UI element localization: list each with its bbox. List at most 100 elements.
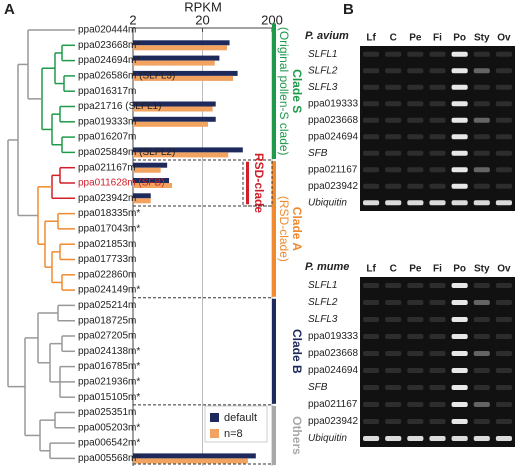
x-tick-label: 200 (261, 12, 283, 27)
band (495, 334, 512, 339)
band (495, 436, 512, 441)
category-label: ppa020444m (78, 25, 136, 36)
band (385, 68, 402, 74)
bar (133, 116, 216, 122)
band (473, 150, 490, 156)
band (385, 200, 402, 206)
band (451, 300, 468, 305)
band (495, 317, 512, 322)
category-label: ppa017043m* (78, 224, 140, 235)
clade-bar (272, 405, 276, 466)
band (429, 68, 446, 74)
band (385, 134, 402, 140)
band (473, 68, 490, 74)
bar (133, 106, 213, 112)
band (451, 68, 468, 74)
band (473, 200, 490, 206)
gel-image (360, 277, 515, 447)
band (429, 283, 446, 288)
band (429, 385, 446, 390)
band (451, 385, 468, 390)
clade-label: (Original pollen-S clade) (277, 27, 291, 156)
band (451, 101, 468, 107)
band (473, 351, 490, 356)
band (495, 283, 512, 288)
category-label: ppa023942m (78, 193, 136, 204)
species-label: P. mume (305, 261, 349, 273)
band (473, 402, 490, 407)
band (473, 117, 490, 123)
band (429, 101, 446, 107)
band (495, 402, 512, 407)
clade-label: Clade A (290, 207, 304, 252)
category-label: ppa005568m* (78, 453, 140, 464)
band (385, 283, 402, 288)
category-label: ppa006542m* (78, 438, 140, 449)
category-label: ppa025849m (SLFL2) (78, 147, 175, 158)
lane-label: C (390, 264, 397, 275)
bar (133, 183, 173, 188)
lane-label: Lf (366, 33, 376, 44)
band (429, 402, 446, 407)
category-label: ppa019333m (78, 116, 136, 127)
legend-swatch (210, 413, 219, 422)
bar (133, 152, 229, 158)
category-label: ppa021853m (78, 239, 136, 250)
category-label: ppa016785m* (78, 361, 140, 372)
band (385, 385, 402, 390)
band (429, 51, 446, 57)
band (407, 436, 424, 441)
clade-bar (272, 298, 276, 404)
category-label: ppa024694m* (78, 55, 140, 66)
band (451, 134, 468, 140)
band (407, 402, 424, 407)
category-label: ppa022860m (78, 269, 136, 280)
category-label: ppa021936m* (78, 377, 140, 388)
band (385, 436, 402, 441)
band (363, 117, 380, 123)
band (385, 150, 402, 156)
gene-label: ppa023668 (308, 348, 358, 359)
legend-label: n=8 (224, 428, 243, 440)
category-label: ppa024138m* (78, 346, 140, 357)
band (363, 200, 380, 206)
clade-label: (RSD-clade) (277, 196, 291, 262)
band (407, 300, 424, 305)
band (451, 183, 468, 189)
band (407, 351, 424, 356)
gene-label: SLFL2 (308, 297, 338, 308)
band (385, 167, 402, 173)
panel-label: B (343, 1, 354, 18)
gene-label: ppa023942 (308, 181, 358, 192)
band (429, 150, 446, 156)
category-label: ppa018335m* (78, 208, 140, 219)
band (385, 402, 402, 407)
x-tick-label: 20 (195, 12, 209, 27)
band (495, 134, 512, 140)
bar (133, 121, 209, 127)
band (429, 167, 446, 173)
band (385, 51, 402, 57)
bar (133, 178, 170, 183)
gene-label: ppa024694 (308, 365, 358, 376)
category-label: ppa024149m* (78, 285, 140, 296)
band (363, 167, 380, 173)
band (451, 351, 468, 356)
lane-label: Ov (497, 264, 511, 275)
band (429, 183, 446, 189)
band (473, 283, 490, 288)
category-label: ppa025214m (78, 300, 136, 311)
band (473, 334, 490, 339)
band (473, 134, 490, 140)
band (473, 167, 490, 173)
clade-label: Others (290, 416, 304, 455)
bar (133, 162, 168, 168)
lane-label: Sty (474, 264, 490, 275)
band (429, 334, 446, 339)
bar (133, 147, 243, 153)
band (363, 317, 380, 322)
category-label: ppa011628m (SFB) (78, 178, 165, 189)
band (495, 150, 512, 156)
band (407, 101, 424, 107)
subclade-label: RSD-clade (252, 153, 266, 213)
